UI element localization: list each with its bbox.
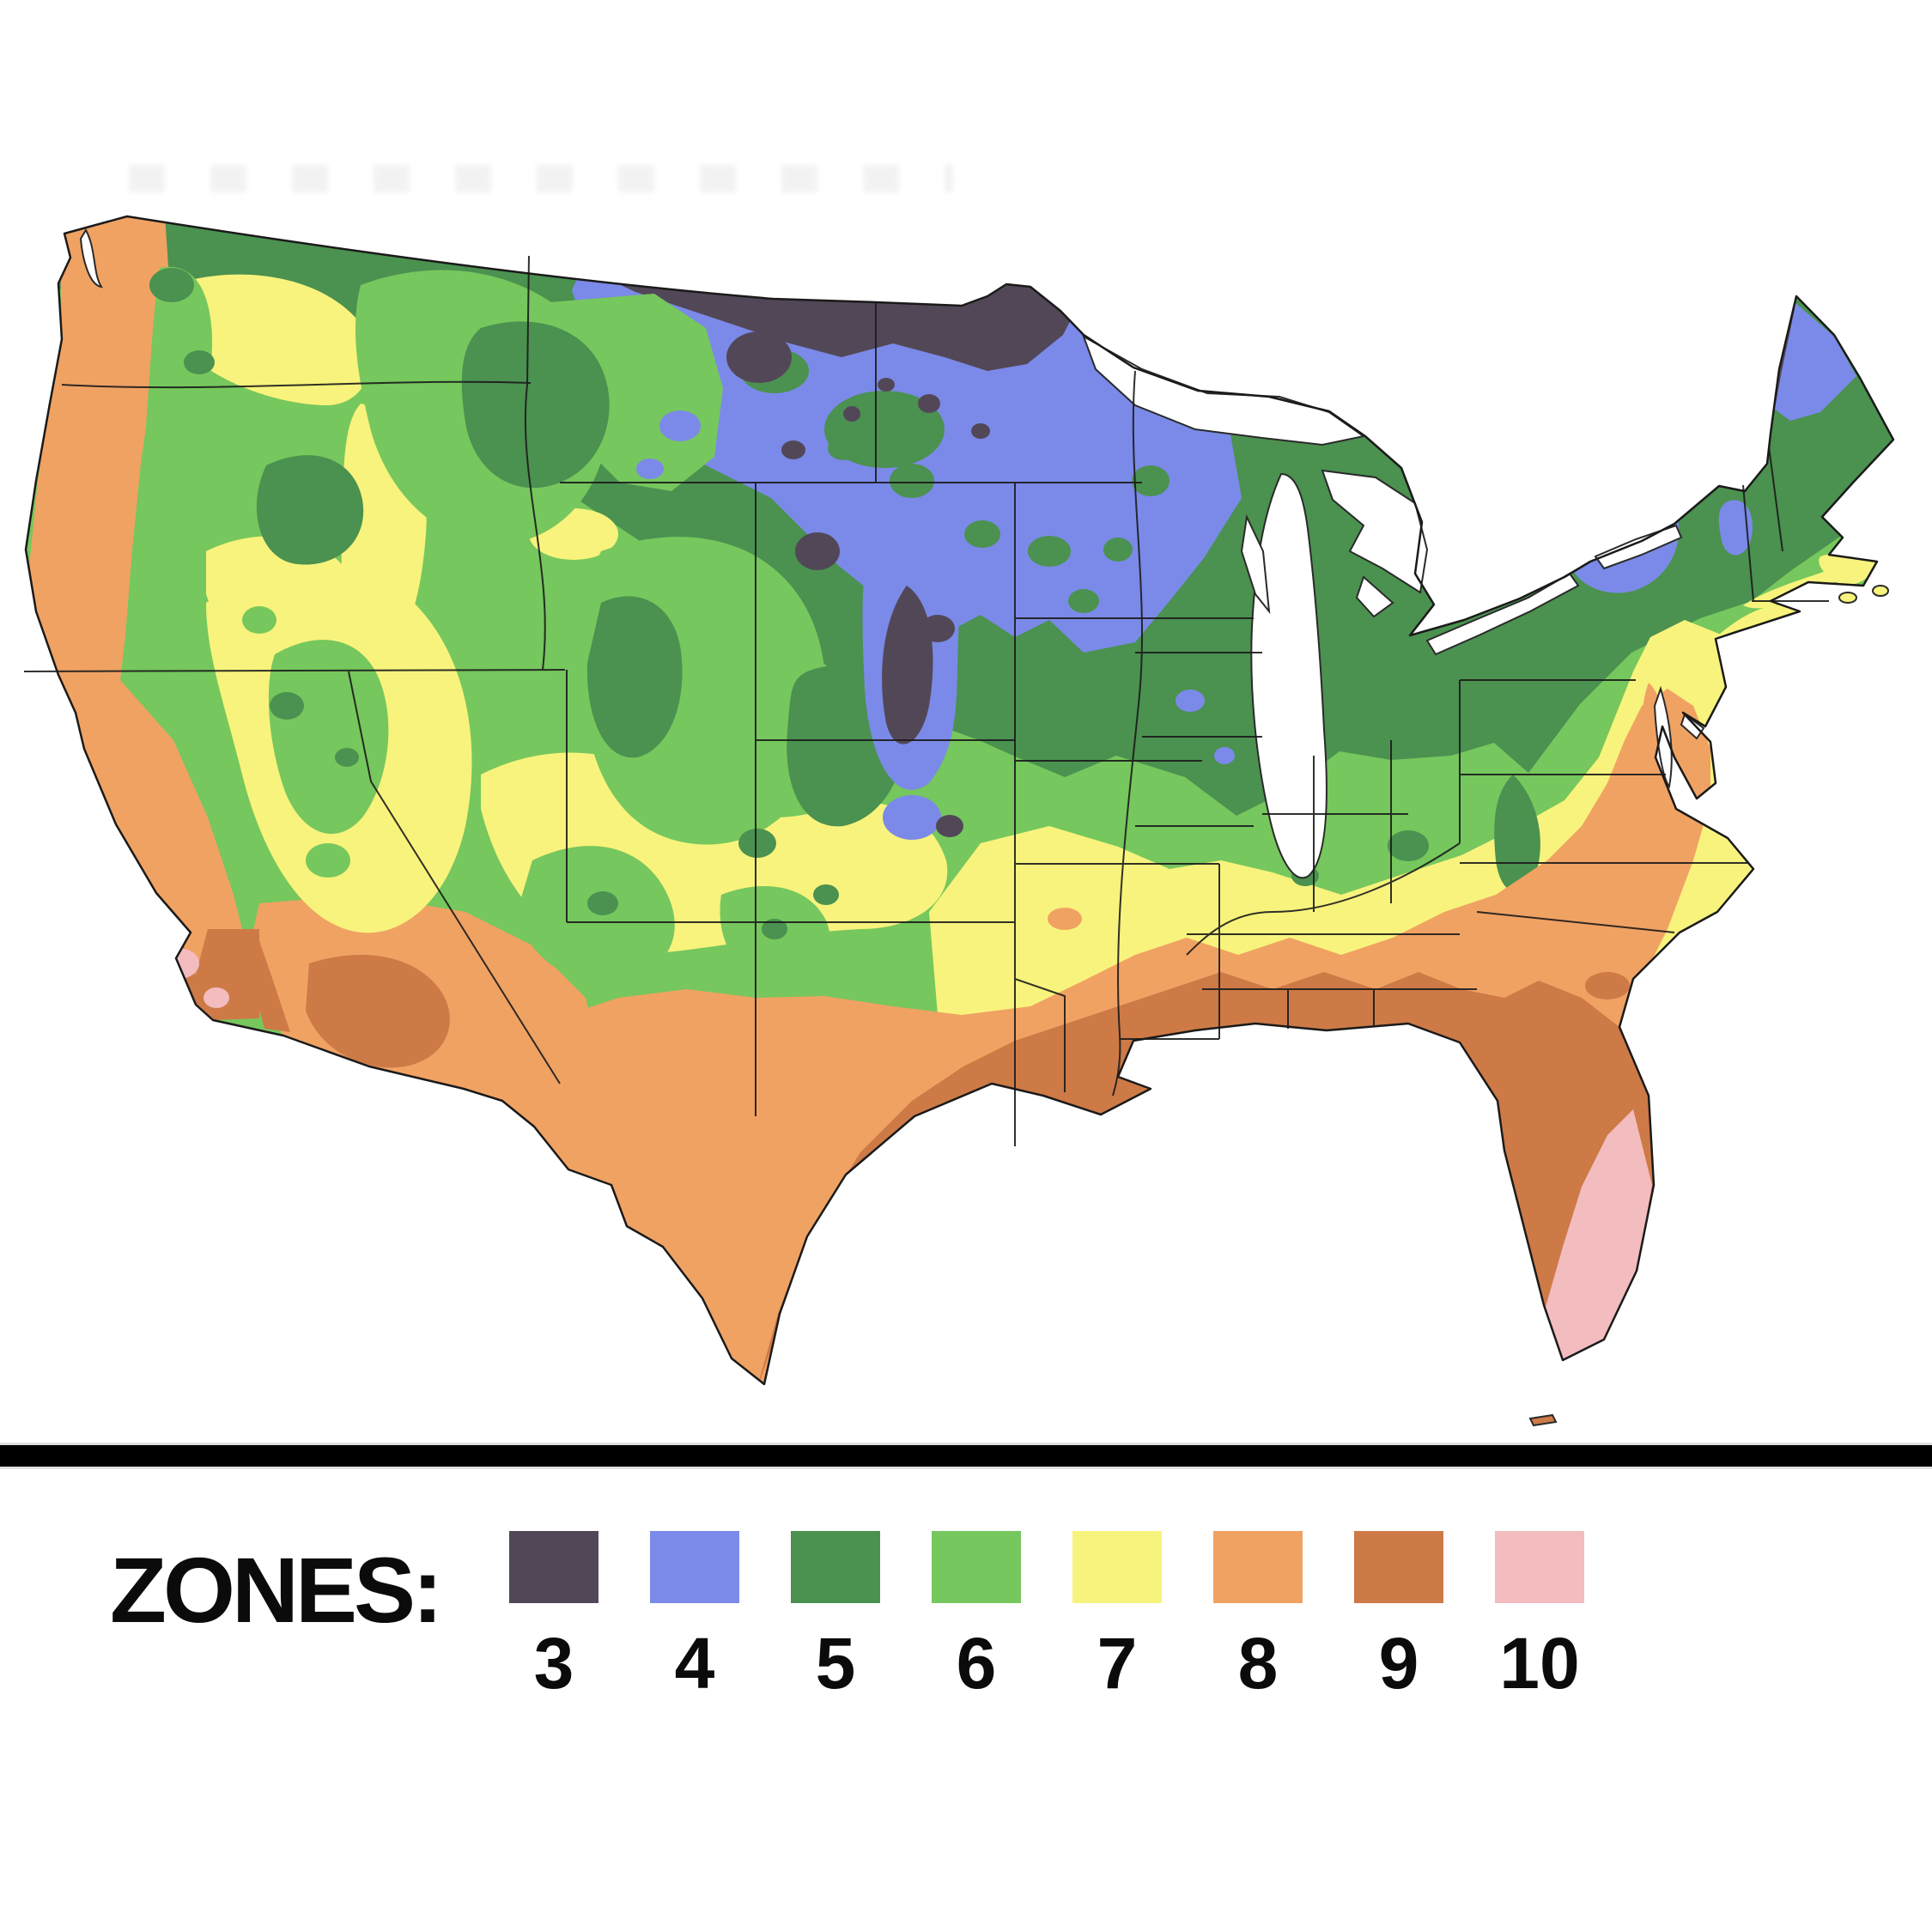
us-outline [24, 215, 1895, 1386]
west-zone-3-spots [795, 532, 963, 837]
legend-swatch-zone-5 [791, 1531, 880, 1603]
legend-item-zone-3: 3 [509, 1531, 598, 1699]
west-zone-5-patches [149, 268, 905, 939]
legend-zone-number: 9 [1378, 1623, 1419, 1704]
legend-zone-number: 8 [1237, 1623, 1279, 1704]
legend-swatch-zone-8 [1213, 1531, 1303, 1603]
us-hardiness-map [23, 215, 1895, 1427]
legend-zone-number: 6 [956, 1623, 997, 1704]
legend-zone-number: 3 [533, 1623, 574, 1704]
legend-item-zone-6: 6 [932, 1531, 1021, 1699]
legend-item-zone-4: 4 [650, 1531, 739, 1699]
legend-swatch-zone-4 [650, 1531, 739, 1603]
state-borders [23, 255, 1829, 1146]
zone-9-layer [756, 972, 1654, 1384]
legend-swatch-zone-10 [1495, 1531, 1584, 1603]
coastal-water-details [79, 228, 1705, 789]
legend-item-zone-10: 10 [1495, 1531, 1584, 1699]
offshore-islands [1528, 585, 1889, 1427]
legend-swatch-zone-6 [932, 1531, 1021, 1603]
great-lakes [1082, 334, 1683, 879]
legend-zone-number: 5 [815, 1623, 856, 1704]
legend-swatch-zone-7 [1072, 1531, 1162, 1603]
legend-zone-number: 4 [674, 1623, 715, 1704]
legend-item-zone-8: 8 [1213, 1531, 1303, 1699]
divider-bar [0, 1445, 1932, 1467]
legend-zone-number: 10 [1499, 1623, 1580, 1704]
zone-4-spots-south [1176, 690, 1235, 764]
legend-swatch-zone-9 [1354, 1531, 1443, 1603]
legend-swatches: 3 4 5 6 7 8 9 10 [509, 1531, 1584, 1699]
legend-item-zone-9: 9 [1354, 1531, 1443, 1699]
legend-zone-number: 7 [1097, 1623, 1138, 1704]
zone-10-layer [1546, 1109, 1652, 1360]
legend-swatch-zone-3 [509, 1531, 598, 1603]
legend-item-zone-7: 7 [1072, 1531, 1162, 1699]
faded-title-remnant [129, 165, 953, 192]
legend-title: ZONES: [110, 1538, 443, 1642]
legend-item-zone-5: 5 [791, 1531, 880, 1699]
